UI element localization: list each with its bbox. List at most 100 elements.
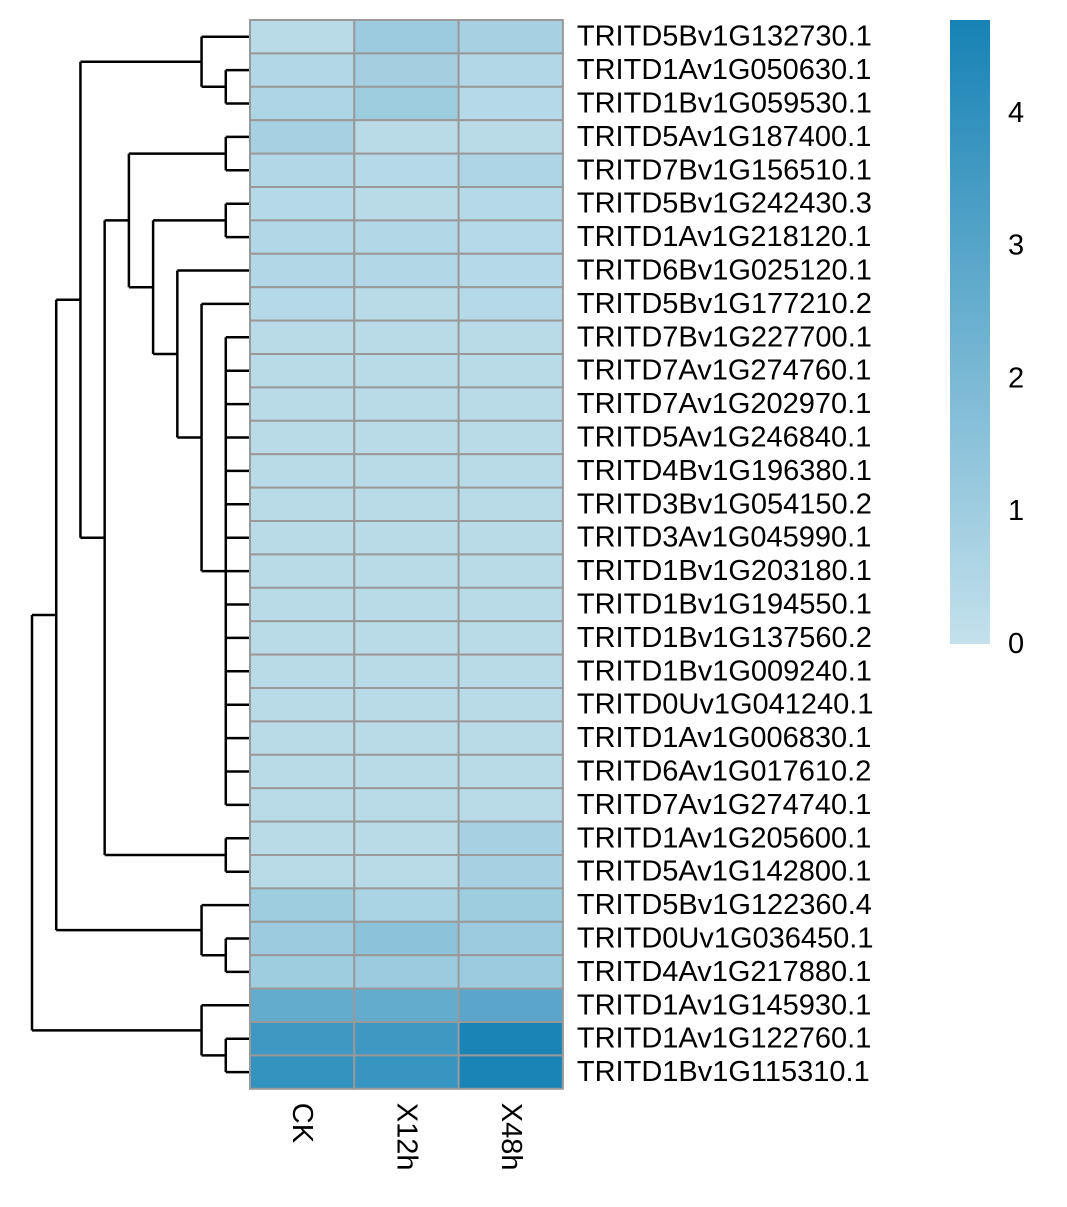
heatmap-cell [249,152,356,189]
heatmap-cell [249,720,356,756]
heatmap-cell [249,586,356,623]
row-label: TRITD1Bv1G137560.2 [577,622,872,654]
heatmap-cell [353,653,460,689]
heatmap-cell [457,319,564,356]
heatmap-cell [249,52,356,88]
heatmap-cell [457,353,564,389]
heatmap-cell [353,920,460,957]
row-label: TRITD3Av1G045990.1 [577,522,871,554]
heatmap-cell [249,219,356,255]
row-label: TRITD5Bv1G177210.2 [577,288,872,320]
row-label: TRITD4Bv1G196380.1 [577,455,872,487]
heatmap-cell [249,653,356,689]
heatmap-cell [249,85,356,122]
heatmap-cell [249,419,356,456]
heatmap-cell [457,85,564,122]
heatmap-cell [353,1021,460,1057]
heatmap-cell [353,286,460,322]
heatmap-cell [353,787,460,823]
heatmap-cell [457,52,564,88]
heatmap-cell [353,720,460,756]
heatmap-cell [457,252,564,289]
row-label: TRITD6Av1G017610.2 [577,756,871,788]
row-label: TRITD7Av1G202970.1 [577,388,871,420]
heatmap-cell [353,353,460,389]
heatmap-cell [249,920,356,957]
column-labels: CK X12h X48h [286,1103,527,1171]
legend-tick-label: 2 [1008,362,1024,394]
heatmap-cell [249,186,356,222]
row-label: TRITD1Av1G006830.1 [577,722,871,754]
color-legend: 0 1 2 3 4 [950,20,1024,660]
heatmap-cell [249,252,356,289]
heatmap-cell [353,520,460,556]
heatmap-cell [249,1021,356,1057]
heatmap-cell [249,119,356,155]
heatmap-cell [457,1054,564,1090]
heatmap-cell [457,152,564,189]
heatmap-cell [353,687,460,723]
heatmap-cell [353,152,460,189]
heatmap-cell [249,820,356,856]
row-label: TRITD5Bv1G122360.4 [577,889,872,921]
heatmap-cell [457,486,564,523]
heatmap-cell [457,19,564,55]
row-label: TRITD5Av1G246840.1 [577,422,871,454]
legend-tick-label: 3 [1008,230,1024,262]
heatmap-cell [353,119,460,155]
heatmap-cell [457,987,564,1023]
heatmap-cell [353,954,460,990]
row-label: TRITD7Bv1G156510.1 [577,154,872,186]
row-label: TRITD4Av1G217880.1 [577,956,871,988]
row-label: TRITD0Uv1G036450.1 [577,923,874,955]
heatmap-cell [457,854,564,890]
heatmap-cell [353,52,460,88]
heatmap-cell [457,720,564,756]
heatmap-cell [249,353,356,389]
legend-tick-label: 4 [1008,97,1024,129]
heatmap-cell [457,286,564,322]
row-label: TRITD3Bv1G054150.2 [577,488,872,520]
heatmap-cell [353,620,460,656]
heatmap-cell [249,19,356,55]
column-label: X12h [390,1103,422,1171]
heatmap-cell [249,286,356,322]
row-label: TRITD7Av1G274760.1 [577,355,871,387]
row-label: TRITD5Bv1G242430.3 [577,188,872,220]
row-label: TRITD1Av1G205600.1 [577,822,871,854]
heatmap-cell [457,453,564,489]
row-label: TRITD1Bv1G203180.1 [577,555,872,587]
heatmap-cell [353,85,460,122]
row-label: TRITD1Bv1G009240.1 [577,655,872,687]
column-label: X48h [495,1103,527,1171]
heatmap-cell [249,1054,356,1090]
column-label: CK [286,1103,318,1144]
heatmap-cell [353,252,460,289]
heatmap-cell [353,887,460,923]
heatmap-cell [457,419,564,456]
row-label: TRITD7Bv1G227700.1 [577,321,872,353]
row-label: TRITD1Bv1G194550.1 [577,589,872,621]
heatmap-cell [353,453,460,489]
heatmap-cell [353,753,460,790]
heatmap-cell [457,553,564,589]
heatmap-cell [353,386,460,422]
heatmap-cell [249,787,356,823]
heatmap-cell [249,319,356,356]
heatmap-cell [457,753,564,790]
heatmap-cell [457,520,564,556]
heatmap-cell [353,1054,460,1090]
heatmap-cell [353,586,460,623]
legend-tick-label: 0 [1008,628,1024,660]
heatmap-cell [353,186,460,222]
heatmap-cell [457,687,564,723]
heatmap-cell [353,486,460,523]
heatmap-cell [353,854,460,890]
heatmap-cell [249,553,356,589]
legend-tick-label: 1 [1008,495,1024,527]
heatmap-cells [249,19,564,1090]
heatmap-cell [249,854,356,890]
heatmap-cell [353,319,460,356]
heatmap-cell [457,653,564,689]
